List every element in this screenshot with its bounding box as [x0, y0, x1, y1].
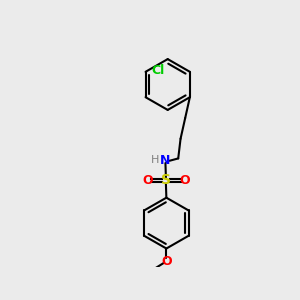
Text: N: N — [160, 154, 171, 167]
Text: O: O — [142, 174, 153, 187]
Text: S: S — [161, 173, 171, 188]
Text: H: H — [151, 154, 159, 165]
Text: Cl: Cl — [152, 64, 165, 77]
Text: O: O — [161, 255, 172, 268]
Text: O: O — [179, 174, 190, 187]
